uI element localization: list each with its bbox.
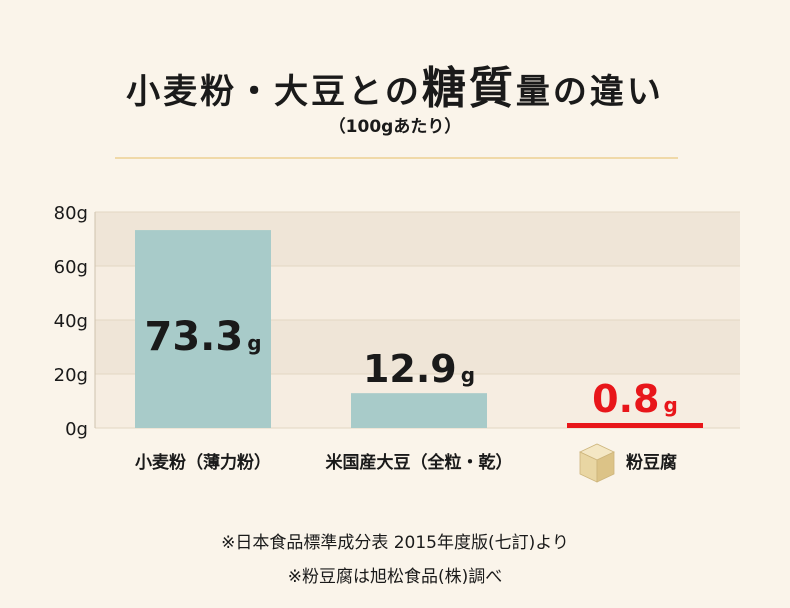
x-category-label: 米国産大豆（全粒・乾） <box>326 452 513 473</box>
x-category-label: 粉豆腐 <box>626 452 677 473</box>
x-category-label: 小麦粉（薄力粉） <box>135 452 271 473</box>
y-tick-label: 40g <box>54 311 88 332</box>
y-tick-label: 0g <box>65 419 88 440</box>
title-divider <box>115 157 678 159</box>
data-label: 12.9 g <box>363 347 475 391</box>
bar-highlight <box>567 423 703 428</box>
bar <box>351 393 487 428</box>
y-tick-label: 20g <box>54 365 88 386</box>
title-part-1: 小麦粉・大豆との <box>126 72 422 112</box>
title-part-3: 量の違い <box>515 72 664 112</box>
footnote-source: ※日本食品標準成分表 2015年度版(七訂)より <box>221 533 569 553</box>
y-tick-label: 80g <box>54 203 88 224</box>
tofu-cube-face <box>596 451 615 483</box>
data-label: 0.8 g <box>592 377 678 421</box>
title-part-2-emphasis: 糖質 <box>421 63 516 114</box>
chart-subtitle: （100gあたり） <box>328 117 462 137</box>
footnote-survey: ※粉豆腐は旭松食品(株)調べ <box>287 567 503 587</box>
tofu-cube-icon <box>579 443 615 483</box>
page-title: 小麦粉・大豆との糖質量の違い <box>0 52 790 116</box>
bar <box>135 230 271 428</box>
data-label: 73.3 g <box>144 314 261 360</box>
y-tick-label: 60g <box>54 257 88 278</box>
